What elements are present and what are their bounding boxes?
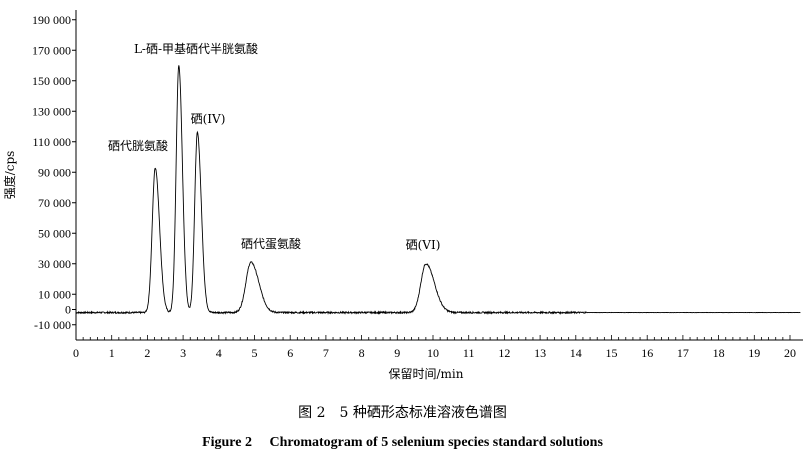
x-tick-label: 20 xyxy=(784,346,796,360)
y-axis-title: 强度/cps xyxy=(2,151,17,200)
y-tick-label: 110 000 xyxy=(32,135,71,149)
x-tick-label: 6 xyxy=(287,346,293,360)
y-tick-label: 50 000 xyxy=(38,226,71,240)
x-tick-label: 9 xyxy=(394,346,400,360)
x-axis-title: 保留时间/min xyxy=(389,367,464,381)
y-tick-label: 130 000 xyxy=(32,104,71,118)
x-tick-label: 10 xyxy=(427,346,439,360)
y-tick-label: 170 000 xyxy=(32,43,71,57)
y-tick-label: 10 000 xyxy=(38,287,71,301)
x-axis: 0 1 2 3 4 5 6 7 8 9 10 11 12 13 14 15 16 17 18 19 20 xyxy=(73,335,803,360)
y-tick-label: -10 000 xyxy=(34,318,71,332)
x-tick-label: 3 xyxy=(180,346,186,360)
figure-caption-chinese: 图 2 5 种硒形态标准溶液色谱图 xyxy=(298,405,507,421)
peak-label: 硒代蛋氨酸 xyxy=(241,236,301,251)
peak-label: 硒(VI) xyxy=(406,238,441,252)
x-tick-label: 1 xyxy=(109,346,115,360)
y-tick-label: 30 000 xyxy=(38,257,71,271)
x-tick-label: 17 xyxy=(677,346,689,360)
x-tick-label: 5 xyxy=(252,346,258,360)
x-tick-label: 14 xyxy=(570,346,582,360)
x-tick-label: 12 xyxy=(498,346,510,360)
y-tick-label: 0 xyxy=(65,303,71,317)
peak-label: L-硒-甲基硒代半胱氨酸 xyxy=(134,41,258,56)
x-tick-label: 18 xyxy=(713,346,725,360)
x-tick-label: 19 xyxy=(748,346,760,360)
peak-label: 硒代胱氨酸 xyxy=(108,138,168,153)
x-tick-label: 7 xyxy=(323,346,329,360)
y-tick-label: 70 000 xyxy=(38,196,71,210)
figure-caption-english: Figure 2 Chromatogram of 5 selenium spec… xyxy=(202,435,603,450)
x-tick-label: 2 xyxy=(144,346,150,360)
y-tick-label: 150 000 xyxy=(32,74,71,88)
x-tick-label: 8 xyxy=(359,346,365,360)
y-tick-label: 90 000 xyxy=(38,165,71,179)
x-tick-label: 15 xyxy=(606,346,618,360)
y-tick-label: 190 000 xyxy=(32,13,71,27)
peak-label: 硒(IV) xyxy=(191,112,226,126)
x-tick-label: 16 xyxy=(641,346,653,360)
x-tick-label: 11 xyxy=(463,346,475,360)
x-tick-label: 0 xyxy=(73,346,79,360)
chromatogram-trace xyxy=(75,65,801,315)
x-tick-label: 4 xyxy=(216,346,222,360)
x-tick-label: 13 xyxy=(534,346,546,360)
